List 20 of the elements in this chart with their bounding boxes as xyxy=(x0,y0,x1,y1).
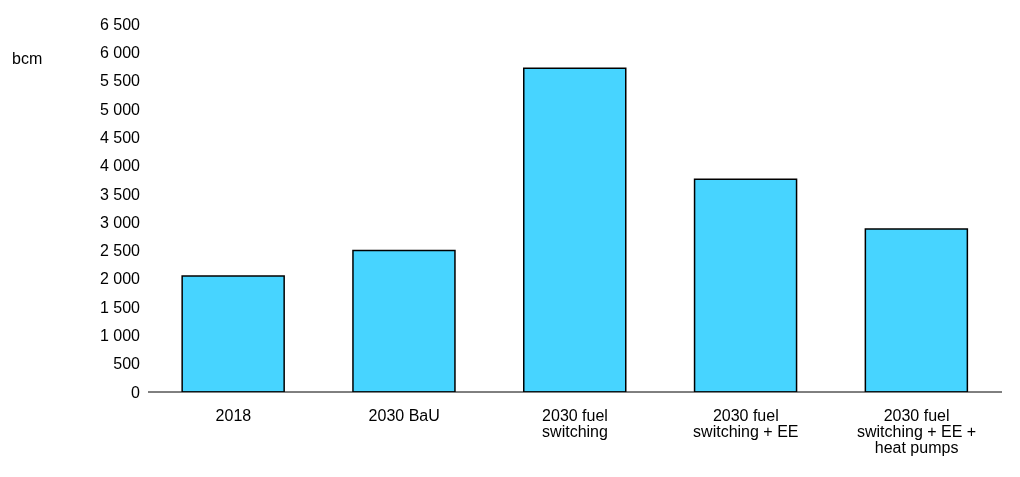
y-tick-label: 3 000 xyxy=(99,213,141,231)
y-tick-label: 500 xyxy=(113,355,141,373)
x-tick-label: 2030 fuel switching + EE + heat pumps xyxy=(857,407,977,457)
x-tick-label: 2030 fuel switching + EE xyxy=(693,407,799,441)
y-tick-label: 5 500 xyxy=(99,72,141,90)
y-tick-label: 2 500 xyxy=(99,242,141,260)
y-tick-label: 0 xyxy=(131,383,141,401)
y-tick-label: 4 000 xyxy=(99,157,141,175)
x-tick-label: 2018 xyxy=(215,407,252,425)
y-tick-label: 1 000 xyxy=(99,327,141,345)
x-tick-label: 2030 BaU xyxy=(368,407,440,425)
y-tick-label: 5 000 xyxy=(99,100,141,118)
y-axis-title: bcm xyxy=(12,50,43,68)
y-tick-label: 6 000 xyxy=(99,43,141,61)
y-tick-label: 2 000 xyxy=(99,270,141,288)
y-tick-label: 4 500 xyxy=(99,128,141,146)
y-tick-label: 3 500 xyxy=(99,185,141,203)
y-tick-label: 6 500 xyxy=(99,15,141,33)
x-tick-label: 2030 fuel switching xyxy=(542,407,608,441)
y-tick-label: 1 500 xyxy=(99,298,141,316)
